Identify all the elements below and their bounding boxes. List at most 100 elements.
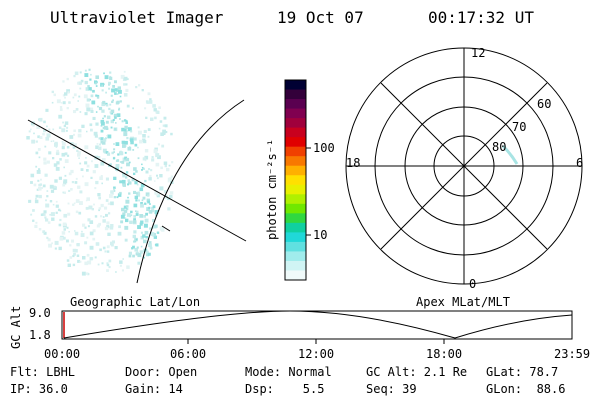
aurora-pixel: [89, 257, 93, 261]
aurora-pixel: [101, 109, 105, 113]
aurora-pixel: [115, 101, 119, 105]
aurora-pixel: [74, 181, 78, 184]
aurora-pixel: [80, 79, 84, 83]
aurora-pixel: [132, 234, 136, 239]
aurora-pixel: [63, 166, 65, 169]
aurora-pixel: [56, 99, 61, 104]
aurora-pixel: [34, 224, 38, 228]
aurora-pixel: [120, 220, 124, 224]
aurora-pixel: [118, 109, 120, 111]
aurora-pixel: [149, 203, 151, 205]
aurora-pixel: [88, 87, 92, 91]
aurora-pixel: [38, 228, 42, 231]
aurora-pixel: [138, 130, 142, 135]
aurora-pixel: [151, 206, 155, 210]
aurora-pixel: [33, 132, 35, 135]
aurora-pixel: [163, 190, 167, 194]
aurora-pixel: [133, 215, 136, 218]
aurora-pixel: [108, 266, 111, 269]
aurora-pixel: [100, 161, 105, 166]
aurora-pixel: [110, 126, 113, 129]
aurora-pixel: [32, 219, 35, 222]
aurora-pixel: [165, 131, 168, 134]
aurora-pixel: [104, 206, 108, 210]
aurora-pixel: [38, 194, 42, 199]
aurora-pixel: [137, 146, 139, 149]
aurora-pixel: [67, 202, 70, 205]
aurora-pixel: [133, 190, 137, 194]
info-ip: IP: 36.0: [10, 382, 68, 396]
aurora-pixel: [124, 156, 128, 160]
aurora-pixel: [61, 152, 66, 157]
aurora-pixel: [90, 73, 92, 76]
aurora-pixel: [156, 110, 160, 114]
aurora-pixel: [87, 85, 90, 88]
timeline-ytick-bottom: 1.8: [29, 328, 51, 342]
aurora-pixel: [144, 202, 147, 205]
aurora-pixel: [148, 177, 152, 181]
aurora-pixel: [119, 161, 122, 163]
aurora-pixel: [140, 202, 143, 205]
aurora-pixel: [84, 112, 88, 116]
aurora-pixel: [115, 114, 118, 117]
aurora-pixel: [142, 234, 146, 238]
aurora-pixel: [79, 71, 82, 74]
aurora-pixel: [119, 264, 122, 267]
aurora-pixel: [96, 94, 100, 98]
color-bar-segment: [285, 89, 306, 100]
aurora-pixel: [51, 101, 54, 104]
aurora-pixel: [96, 143, 99, 145]
aurora-pixel: [35, 151, 39, 155]
mlat-label-70: 70: [512, 120, 527, 134]
aurora-pixel: [126, 213, 131, 217]
mlt-label-18: 18: [346, 156, 361, 170]
aurora-pixel: [151, 156, 154, 159]
aurora-pixel: [101, 182, 103, 185]
aurora-pixel: [35, 194, 39, 198]
aurora-pixel: [170, 175, 173, 178]
aurora-pixel: [154, 224, 158, 228]
aurora-pixel: [100, 119, 105, 124]
aurora-pixel: [46, 125, 48, 128]
aurora-pixel: [106, 269, 109, 272]
aurora-pixel: [75, 108, 79, 111]
aurora-pixel: [63, 124, 66, 128]
aurora-pixel: [136, 251, 139, 254]
aurora-pixel: [63, 179, 68, 184]
aurora-pixel: [128, 146, 131, 148]
aurora-pixel: [159, 120, 163, 123]
aurora-pixel: [161, 144, 165, 148]
aurora-pixel: [101, 121, 105, 126]
aurora-pixel: [128, 251, 132, 255]
aurora-pixel: [52, 157, 55, 160]
aurora-pixel: [113, 143, 115, 145]
aurora-pixel: [113, 186, 116, 190]
aurora-pixel: [55, 200, 58, 203]
color-bar-segment: [285, 80, 306, 91]
aurora-pixel: [154, 210, 159, 214]
aurora-pixel: [47, 238, 51, 242]
aurora-pixel: [98, 209, 100, 212]
aurora-pixel: [130, 210, 133, 214]
aurora-pixel: [45, 199, 47, 202]
aurora-pixel: [131, 178, 135, 182]
aurora-pixel: [113, 196, 116, 199]
aurora-pixel: [121, 127, 125, 132]
mlat-label-60: 60: [537, 97, 552, 111]
aurora-pixel: [168, 164, 171, 167]
aurora-pixel: [102, 100, 106, 104]
aurora-pixel: [122, 172, 125, 176]
aurora-pixel: [85, 87, 90, 91]
aurora-pixel: [146, 101, 149, 104]
aurora-pixel: [151, 209, 154, 213]
aurora-pixel: [150, 232, 155, 236]
aurora-pixel: [76, 243, 79, 246]
aurora-pixel: [125, 83, 128, 86]
aurora-pixel: [53, 93, 56, 97]
aurora-pixel: [86, 272, 89, 275]
aurora-pixel: [80, 168, 84, 171]
aurora-pixel: [92, 229, 96, 233]
aurora-pixel: [105, 199, 109, 202]
aurora-pixel: [137, 191, 140, 194]
aurora-pixel: [99, 143, 101, 146]
